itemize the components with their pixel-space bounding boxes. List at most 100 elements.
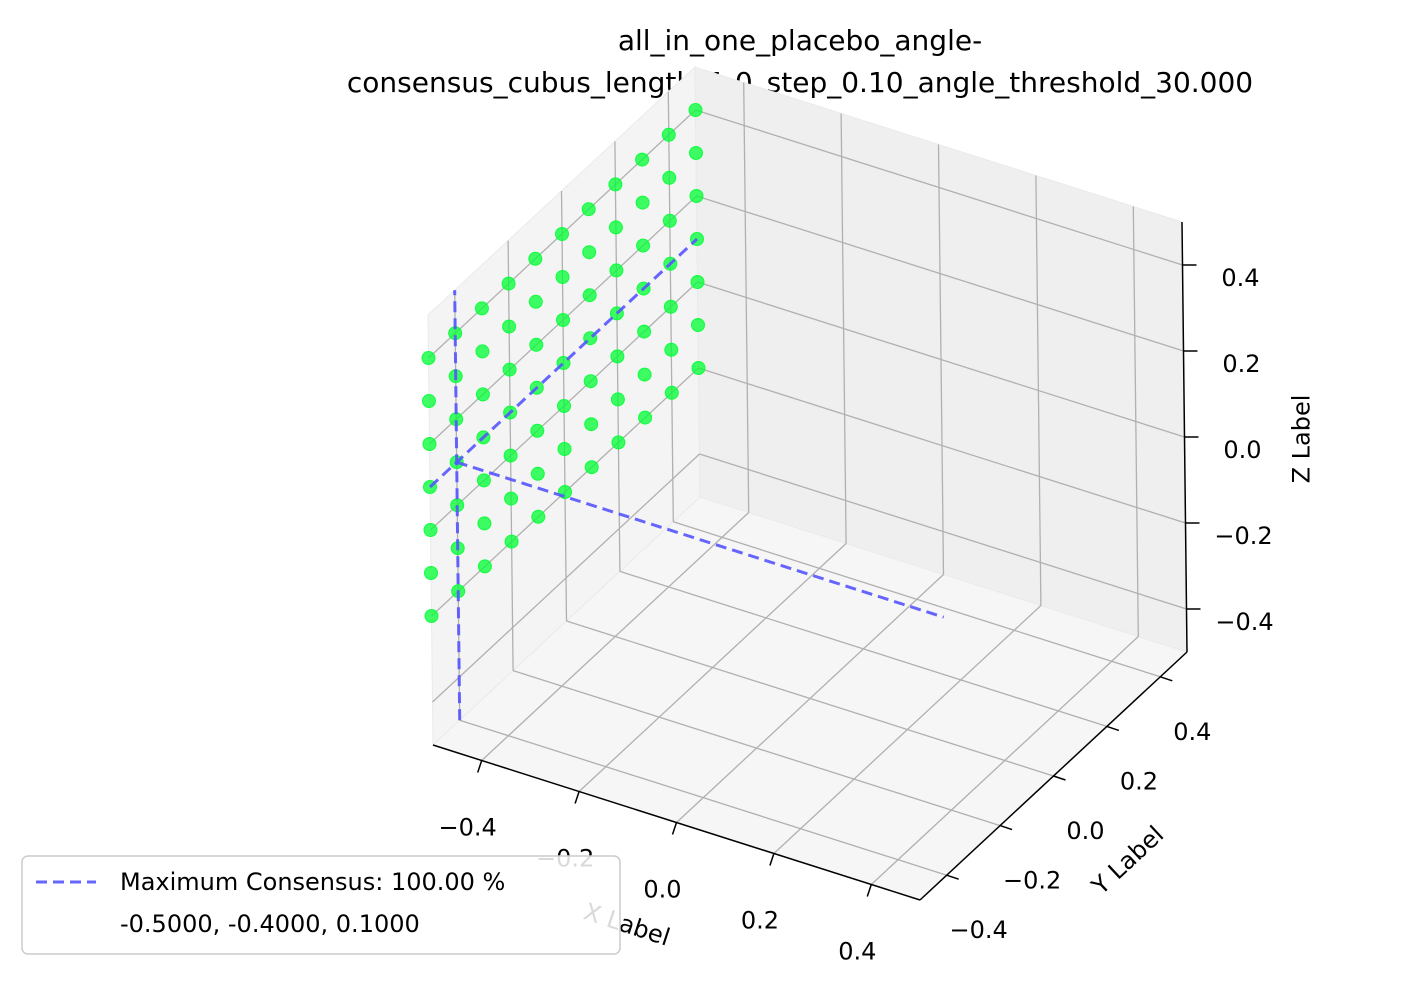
max-line xyxy=(428,237,699,489)
point xyxy=(583,374,598,389)
y-tick-label: −0.4 xyxy=(950,916,1008,944)
point xyxy=(474,301,489,316)
point xyxy=(637,367,652,382)
grid-line xyxy=(696,195,1184,352)
point xyxy=(528,294,543,309)
point xyxy=(528,251,543,266)
point xyxy=(503,448,518,463)
z-tick-label: −0.4 xyxy=(1215,608,1273,636)
x-tick-label: −0.4 xyxy=(439,814,497,842)
chart-title: consensus_cubus_length_1.0_step_0.10_ang… xyxy=(347,66,1253,99)
y-tick-label: 0.2 xyxy=(1120,767,1158,795)
point xyxy=(608,177,623,192)
grid-line xyxy=(566,620,1054,777)
point xyxy=(611,435,626,450)
tick-mark xyxy=(671,822,678,835)
point xyxy=(635,152,650,167)
point xyxy=(502,319,517,334)
point xyxy=(423,523,438,537)
y-tick-label: 0.0 xyxy=(1066,817,1104,845)
point xyxy=(663,299,678,314)
grid-line xyxy=(699,453,1187,610)
point xyxy=(557,399,571,413)
tick-mark xyxy=(769,853,775,866)
point xyxy=(421,351,436,365)
legend-label: -0.5000, -0.4000, 0.1000 xyxy=(120,910,420,938)
point xyxy=(664,342,679,357)
tick-mark xyxy=(476,760,483,773)
point xyxy=(555,270,570,284)
point xyxy=(662,213,677,228)
tick-mark xyxy=(866,884,873,897)
legend-box xyxy=(21,855,621,955)
point xyxy=(557,442,572,456)
point xyxy=(584,417,599,432)
z-tick-label: 0.2 xyxy=(1222,350,1260,378)
point xyxy=(635,195,650,210)
point xyxy=(689,146,703,160)
point xyxy=(422,437,437,451)
z-tick-label: −0.2 xyxy=(1214,522,1272,550)
grid-line xyxy=(673,521,1161,678)
point xyxy=(556,313,570,327)
legend-label: Maximum Consensus: 100.00 % xyxy=(120,868,505,896)
point xyxy=(610,392,625,407)
point xyxy=(477,559,492,574)
point xyxy=(424,566,438,580)
point xyxy=(638,410,653,425)
point xyxy=(582,288,597,303)
point xyxy=(424,609,439,623)
point xyxy=(691,361,706,375)
grid-line xyxy=(698,367,1186,524)
z-axis xyxy=(1181,221,1188,653)
tick-mark xyxy=(1053,775,1066,781)
x-axis xyxy=(432,744,921,901)
x-tick-label: 0.0 xyxy=(643,876,681,904)
tick-mark xyxy=(1106,725,1120,732)
max-line xyxy=(456,460,945,619)
point xyxy=(475,344,490,359)
z-axis-label: Z Label xyxy=(1288,395,1316,484)
point xyxy=(582,245,597,260)
max-line xyxy=(453,290,462,721)
point xyxy=(531,509,546,524)
point xyxy=(689,189,704,203)
tick-mark xyxy=(1160,676,1173,682)
point xyxy=(662,170,677,185)
z-tick-label: 0.0 xyxy=(1223,436,1261,464)
y-tick-label: −0.2 xyxy=(1003,867,1061,895)
point xyxy=(584,460,599,475)
grid-line xyxy=(619,570,1108,728)
point xyxy=(422,394,436,408)
y-axis xyxy=(919,651,1188,901)
y-tick-label: 0.4 xyxy=(1173,718,1211,746)
point xyxy=(610,349,625,364)
x-tick-label: 0.4 xyxy=(838,938,876,966)
grid-line xyxy=(697,281,1185,438)
point xyxy=(530,423,545,438)
point xyxy=(581,202,596,217)
point xyxy=(636,238,651,253)
point xyxy=(609,263,624,278)
point xyxy=(661,127,676,142)
point xyxy=(691,318,705,332)
point xyxy=(530,466,545,481)
tick-mark xyxy=(999,824,1013,831)
grid-line xyxy=(695,109,1183,266)
chart-title: all_in_one_placebo_angle- xyxy=(618,24,982,57)
point xyxy=(690,275,705,289)
point xyxy=(608,220,623,235)
grid-line xyxy=(512,669,1001,827)
x-tick-label: 0.2 xyxy=(741,907,779,935)
point xyxy=(555,227,569,241)
point xyxy=(529,337,544,352)
grid-line xyxy=(432,453,700,703)
point xyxy=(688,103,703,117)
point xyxy=(475,387,490,402)
point xyxy=(664,385,679,400)
point xyxy=(637,324,652,339)
grid-line xyxy=(459,719,947,876)
point xyxy=(501,276,516,291)
